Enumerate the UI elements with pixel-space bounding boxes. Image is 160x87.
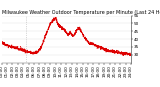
Text: Milwaukee Weather Outdoor Temperature per Minute (Last 24 Hours): Milwaukee Weather Outdoor Temperature pe… (2, 10, 160, 15)
